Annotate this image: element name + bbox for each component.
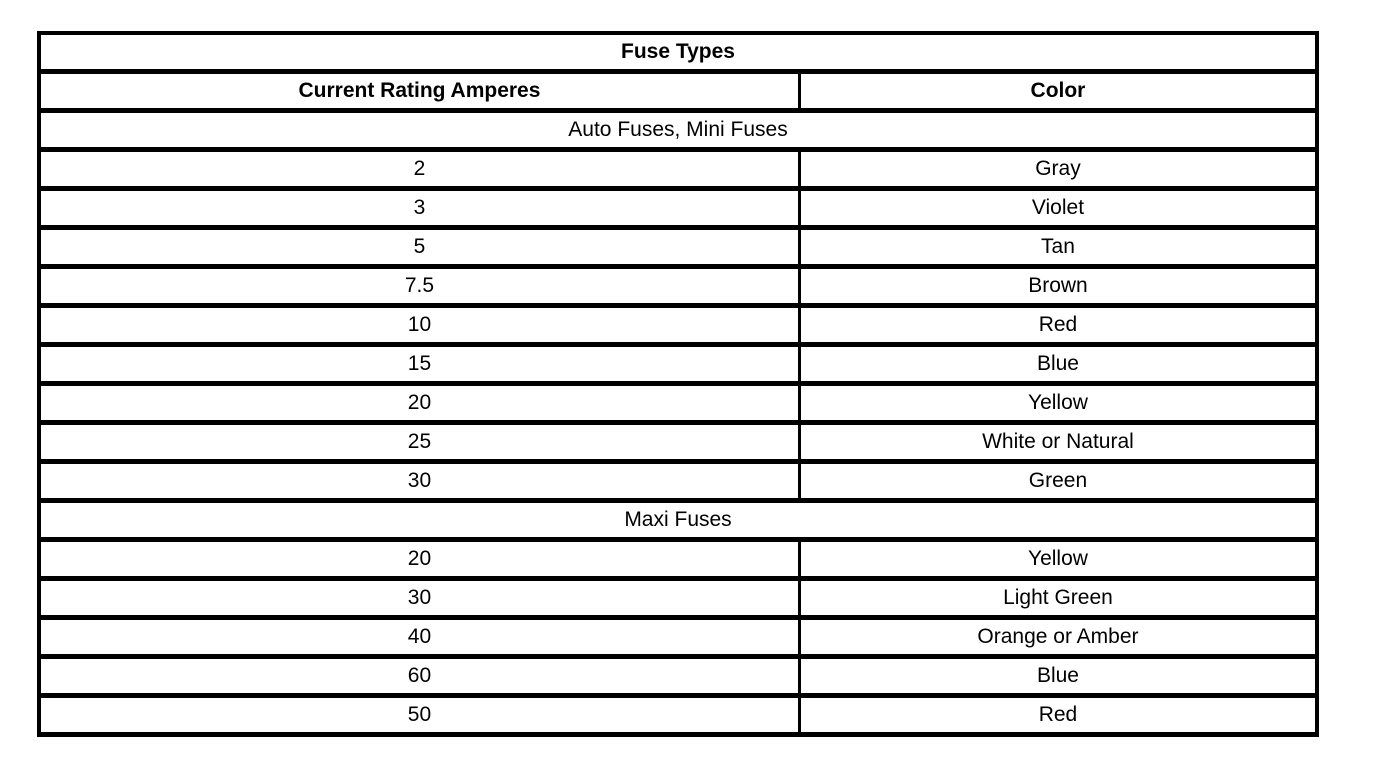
table-title-row: Fuse Types (37, 31, 1319, 74)
color-cell: Blue (797, 342, 1319, 386)
amperes-cell: 7.5 (37, 264, 801, 308)
table-row: 5 Tan (37, 225, 1319, 269)
amperes-cell: 60 (37, 654, 801, 698)
table-row: 50 Red (37, 693, 1319, 737)
table-row: 20 Yellow (37, 381, 1319, 425)
table-title: Fuse Types (37, 31, 1319, 74)
table-row: 30 Green (37, 459, 1319, 503)
amperes-cell: 15 (37, 342, 801, 386)
table-row: 10 Red (37, 303, 1319, 347)
section-label: Maxi Fuses (37, 498, 1319, 542)
table-row: 30 Light Green (37, 576, 1319, 620)
color-cell: Orange or Amber (797, 615, 1319, 659)
color-cell: Yellow (797, 381, 1319, 425)
amperes-cell: 30 (37, 459, 801, 503)
section-label: Auto Fuses, Mini Fuses (37, 108, 1319, 152)
color-cell: Green (797, 459, 1319, 503)
color-cell: Light Green (797, 576, 1319, 620)
table-row: 2 Gray (37, 147, 1319, 191)
amperes-cell: 3 (37, 186, 801, 230)
table-row: 20 Yellow (37, 537, 1319, 581)
amperes-cell: 10 (37, 303, 801, 347)
color-cell: White or Natural (797, 420, 1319, 464)
amperes-cell: 40 (37, 615, 801, 659)
table-body: Auto Fuses, Mini Fuses 2 Gray 3 Violet 5 Tan 7.… (37, 108, 1319, 737)
column-header-current-rating: Current Rating Amperes (37, 69, 801, 113)
amperes-cell: 5 (37, 225, 801, 269)
table-header-row: Current Rating Amperes Color (37, 69, 1319, 113)
color-cell: Red (797, 303, 1319, 347)
amperes-cell: 20 (37, 381, 801, 425)
section-row: Auto Fuses, Mini Fuses (37, 108, 1319, 152)
amperes-cell: 50 (37, 693, 801, 737)
color-cell: Tan (797, 225, 1319, 269)
amperes-cell: 25 (37, 420, 801, 464)
section-row: Maxi Fuses (37, 498, 1319, 542)
fuse-types-table: Fuse Types Current Rating Amperes Color … (37, 31, 1319, 737)
table-row: 7.5 Brown (37, 264, 1319, 308)
color-cell: Brown (797, 264, 1319, 308)
table-row: 25 White or Natural (37, 420, 1319, 464)
color-cell: Gray (797, 147, 1319, 191)
table-row: 60 Blue (37, 654, 1319, 698)
column-header-color: Color (797, 69, 1319, 113)
color-cell: Yellow (797, 537, 1319, 581)
table-row: 3 Violet (37, 186, 1319, 230)
color-cell: Violet (797, 186, 1319, 230)
amperes-cell: 30 (37, 576, 801, 620)
table-row: 15 Blue (37, 342, 1319, 386)
color-cell: Red (797, 693, 1319, 737)
table-row: 40 Orange or Amber (37, 615, 1319, 659)
amperes-cell: 20 (37, 537, 801, 581)
color-cell: Blue (797, 654, 1319, 698)
amperes-cell: 2 (37, 147, 801, 191)
